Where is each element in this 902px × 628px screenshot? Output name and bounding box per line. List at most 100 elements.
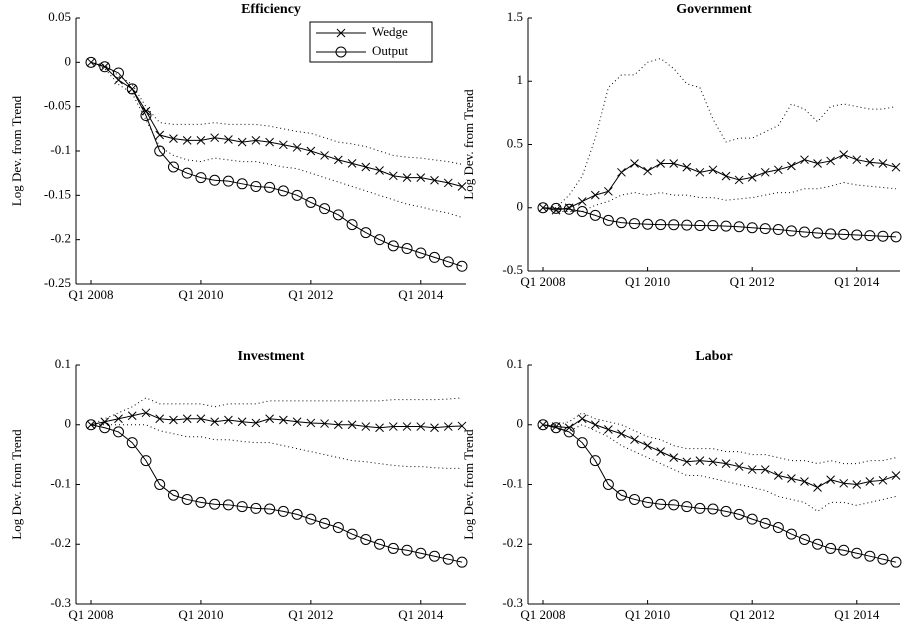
band-line bbox=[90, 61, 463, 218]
circle-marker bbox=[319, 517, 331, 529]
x-marker bbox=[630, 159, 639, 168]
circle-marker bbox=[346, 219, 358, 231]
circle-marker bbox=[250, 502, 262, 514]
circle-marker bbox=[154, 479, 166, 490]
x-tick-label: Q1 2008 bbox=[520, 274, 565, 289]
x-marker bbox=[656, 447, 666, 456]
y-tick-label: -0.5 bbox=[502, 262, 523, 277]
x-marker bbox=[402, 422, 412, 431]
circle-marker bbox=[642, 218, 654, 230]
x-marker bbox=[430, 423, 439, 433]
series-line bbox=[542, 154, 897, 211]
circle-marker bbox=[642, 496, 654, 508]
y-tick-label: -0.25 bbox=[44, 275, 71, 290]
x-marker bbox=[182, 414, 192, 424]
circle-marker bbox=[589, 455, 601, 467]
circle-marker bbox=[456, 556, 468, 568]
x-marker bbox=[708, 165, 718, 175]
x-tick-label: Q1 2014 bbox=[398, 287, 444, 302]
x-marker bbox=[224, 415, 233, 425]
x-marker bbox=[443, 422, 453, 431]
x-marker bbox=[852, 480, 862, 489]
x-marker bbox=[617, 429, 626, 439]
circle-marker bbox=[772, 224, 784, 236]
circle-marker bbox=[209, 174, 221, 186]
circle-marker bbox=[681, 219, 693, 231]
circle-marker bbox=[720, 220, 732, 232]
x-marker bbox=[787, 474, 796, 483]
x-marker bbox=[760, 465, 770, 474]
x-marker bbox=[443, 178, 453, 188]
circle-marker bbox=[181, 167, 193, 179]
circle-marker bbox=[681, 501, 693, 513]
circle-marker bbox=[140, 110, 152, 122]
x-tick-label: Q1 2010 bbox=[178, 607, 223, 622]
circle-marker bbox=[589, 209, 601, 221]
x-marker bbox=[708, 457, 718, 467]
circle-marker bbox=[825, 542, 837, 554]
legend-label: Wedge bbox=[372, 24, 408, 39]
chart-title: Labor bbox=[695, 349, 732, 364]
circle-marker bbox=[346, 528, 358, 540]
circle-marker bbox=[746, 222, 758, 234]
x-marker bbox=[292, 143, 302, 152]
x-marker bbox=[800, 155, 809, 165]
x-tick-label: Q1 2008 bbox=[520, 607, 565, 622]
circle-marker bbox=[332, 209, 344, 221]
x-marker bbox=[852, 155, 862, 165]
band-line bbox=[542, 181, 897, 213]
circle-marker bbox=[236, 501, 248, 513]
circle-marker bbox=[401, 544, 413, 556]
x-marker bbox=[347, 420, 357, 430]
circle-marker bbox=[222, 499, 234, 511]
y-axis-label: Log Dev. from Trend bbox=[9, 95, 24, 206]
legend-label: Output bbox=[372, 43, 409, 58]
x-marker bbox=[826, 475, 835, 485]
circle-marker bbox=[429, 550, 441, 562]
x-marker bbox=[747, 173, 757, 182]
x-marker bbox=[669, 453, 679, 462]
x-marker bbox=[127, 411, 137, 421]
y-axis-label: Log Dev. from Trend bbox=[461, 429, 476, 540]
x-marker bbox=[361, 422, 371, 431]
circle-marker bbox=[99, 61, 111, 73]
circle-marker bbox=[851, 229, 863, 241]
x-marker bbox=[695, 167, 705, 177]
circle-marker bbox=[602, 479, 614, 490]
y-tick-label: 0 bbox=[65, 53, 72, 68]
x-marker bbox=[416, 422, 426, 431]
x-marker bbox=[656, 159, 666, 168]
circle-marker bbox=[401, 243, 413, 255]
x-marker bbox=[695, 456, 705, 465]
circle-marker bbox=[222, 175, 234, 187]
x-marker bbox=[292, 417, 302, 427]
x-marker bbox=[590, 190, 600, 200]
y-tick-label: -0.2 bbox=[502, 535, 523, 550]
circle-marker bbox=[456, 260, 468, 272]
circle-marker bbox=[812, 538, 824, 550]
x-marker bbox=[604, 186, 613, 196]
circle-marker bbox=[890, 556, 902, 568]
circle-marker bbox=[746, 513, 758, 525]
circle-marker bbox=[167, 161, 179, 173]
circle-marker bbox=[550, 202, 562, 214]
circle-marker bbox=[360, 533, 372, 545]
y-tick-label: -0.3 bbox=[50, 595, 71, 610]
x-tick-label: Q1 2014 bbox=[834, 274, 880, 289]
circle-marker bbox=[374, 234, 386, 246]
circle-marker bbox=[442, 553, 454, 565]
x-marker bbox=[402, 173, 412, 182]
x-marker bbox=[430, 175, 439, 185]
x-marker bbox=[265, 137, 274, 147]
x-marker bbox=[86, 57, 96, 67]
x-marker bbox=[630, 435, 639, 445]
x-marker bbox=[155, 130, 165, 140]
x-marker bbox=[878, 475, 888, 485]
circle-marker bbox=[360, 227, 372, 239]
circle-marker bbox=[694, 502, 706, 514]
series-line bbox=[90, 412, 463, 429]
circle-marker bbox=[332, 522, 344, 534]
series-line bbox=[90, 61, 463, 267]
x-marker bbox=[760, 167, 770, 177]
